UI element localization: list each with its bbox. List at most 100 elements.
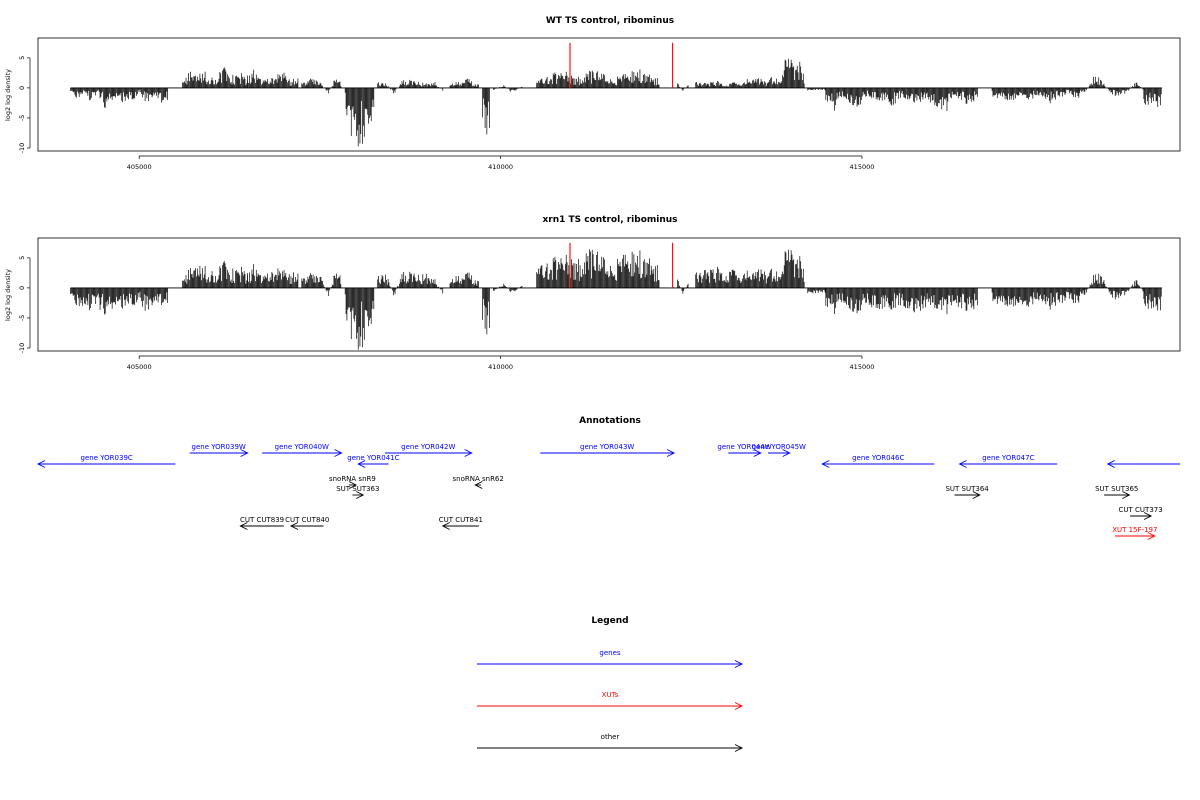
annotation-feature: gene YOR041C xyxy=(347,454,400,468)
arrow-head xyxy=(348,481,358,489)
legend-title: Legend xyxy=(591,616,628,626)
x-tick-label: 410000 xyxy=(488,363,513,371)
legend-label: genes xyxy=(599,649,620,657)
annotation-feature: snoRNA snR9 xyxy=(329,475,376,489)
arrow-head xyxy=(753,449,762,457)
feature-label: gene YOR039W xyxy=(192,443,246,451)
wt-coverage-bars xyxy=(70,58,1162,147)
annotation-feature: SUT SUT363 xyxy=(336,485,379,499)
xrn1-y-axis-label: log2 log density xyxy=(4,269,12,321)
legend-label: XUTs xyxy=(602,691,619,699)
wt-y-axis-label: log2 log density xyxy=(4,69,12,121)
xrn1-coverage-panel: xrn1 TS control, ribominus log2 log dens… xyxy=(4,215,1181,371)
y-tick-label: 0 xyxy=(18,86,26,90)
annotation-feature: snoRNA snR62 xyxy=(453,475,504,489)
xrn1-plot-frame xyxy=(37,237,1181,352)
annotation-feature: SUT SUT365 xyxy=(1095,485,1138,499)
arrow-head xyxy=(1147,532,1156,540)
feature-label: SUT SUT365 xyxy=(1095,485,1138,493)
annotation-feature: SUT SUT364 xyxy=(945,485,989,499)
feature-label: gene YOR047C xyxy=(982,454,1034,462)
feature-label: gene YOR040W xyxy=(275,443,329,451)
arrow-head xyxy=(782,449,791,457)
xrn1-marker-lines xyxy=(569,242,674,288)
feature-label: gene YOR044W xyxy=(717,443,771,451)
arrow-head xyxy=(441,522,450,530)
feature-label: SUT SUT363 xyxy=(336,485,379,493)
arrow-head xyxy=(240,449,249,457)
annotation-features: gene YOR039C gene YOR039W gene YOR040W gene… xyxy=(36,443,1180,540)
arrow-head xyxy=(239,522,248,530)
legend: Legend genes XUTs other xyxy=(477,616,744,752)
annotation-feature: gene YOR039W xyxy=(189,443,249,457)
wt-plot-frame xyxy=(37,37,1181,152)
legend-item-gene: genes xyxy=(477,649,744,668)
legend-item-other: other xyxy=(477,733,744,752)
arrow-head xyxy=(36,460,46,468)
legend-item-xut: XUTs xyxy=(477,691,744,710)
xrn1-x-axis: 405000 410000 415000 xyxy=(127,355,874,371)
y-tick-label: -10 xyxy=(18,143,26,154)
x-tick-label: 405000 xyxy=(127,163,152,171)
annotation-feature: gene YOR045W xyxy=(752,443,806,457)
annotation-feature: CUT CUT373 xyxy=(1119,506,1163,520)
annotation-feature: CUT CUT840 xyxy=(285,516,329,530)
arrow-head xyxy=(1143,512,1153,520)
legend-label: other xyxy=(601,733,620,741)
feature-label: snoRNA snR9 xyxy=(329,475,376,483)
wt-x-axis: 405000 410000 415000 xyxy=(127,155,875,171)
feature-label: CUT CUT841 xyxy=(439,516,483,524)
feature-label: SUT SUT364 xyxy=(945,485,989,493)
arrow-head xyxy=(1122,491,1131,499)
annotation-feature: CUT CUT841 xyxy=(439,516,483,530)
arrow-head xyxy=(821,460,830,468)
annotation-feature: gene YOR042W xyxy=(384,443,473,457)
annotation-feature: XUT 15F-197 xyxy=(1112,526,1157,540)
feature-label: CUT CUT840 xyxy=(285,516,329,524)
annotation-feature: gene YOR043W xyxy=(540,443,676,457)
feature-label: CUT CUT373 xyxy=(1119,506,1163,514)
arrow-head xyxy=(474,481,483,489)
wt-y-axis: 5 0 -5 -10 xyxy=(18,56,31,154)
legend-items: genes XUTs other xyxy=(477,649,744,752)
arrow-head xyxy=(464,449,473,457)
feature-label: gene YOR042W xyxy=(401,443,455,451)
x-tick-label: 405000 xyxy=(127,363,152,371)
y-tick-label: 0 xyxy=(18,286,26,290)
feature-label: CUT CUT839 xyxy=(240,516,284,524)
annotation-feature: CUT CUT839 xyxy=(239,516,284,530)
arrow-head xyxy=(734,702,744,710)
annotation-feature xyxy=(1106,460,1180,468)
arrow-head xyxy=(734,660,744,668)
arrow-head xyxy=(734,744,744,752)
arrow-head xyxy=(334,449,343,457)
y-tick-label: -10 xyxy=(18,343,26,354)
y-tick-label: -5 xyxy=(18,115,26,121)
wt-panel-title: WT TS control, ribominus xyxy=(546,16,674,26)
annotations-title: Annotations xyxy=(579,416,641,426)
y-tick-label: 5 xyxy=(18,256,26,260)
x-tick-label: 410000 xyxy=(488,163,513,171)
xrn1-coverage-bars xyxy=(70,249,1162,350)
feature-label: gene YOR039C xyxy=(81,454,133,462)
feature-label: gene YOR041C xyxy=(347,454,399,462)
wt-coverage-panel: WT TS control, ribominus log2 log densit… xyxy=(4,16,1181,171)
arrow-head xyxy=(958,460,967,468)
y-tick-label: -5 xyxy=(18,315,26,321)
annotation-feature: gene YOR047C xyxy=(958,454,1058,468)
x-tick-label: 415000 xyxy=(850,163,875,171)
feature-label: snoRNA snR62 xyxy=(453,475,504,483)
feature-label: gene YOR045W xyxy=(752,443,806,451)
xrn1-y-axis: 5 0 -5 -10 xyxy=(18,256,31,354)
arrow-head xyxy=(666,449,676,457)
arrow-head xyxy=(356,491,365,499)
y-tick-label: 5 xyxy=(18,56,26,60)
annotation-feature: gene YOR046C xyxy=(821,454,935,468)
xrn1-panel-title: xrn1 TS control, ribominus xyxy=(542,215,677,225)
feature-label: gene YOR043W xyxy=(580,443,634,451)
wt-marker-lines xyxy=(569,42,674,88)
arrow-head xyxy=(972,491,981,499)
annotation-feature: gene YOR039C xyxy=(36,454,176,468)
